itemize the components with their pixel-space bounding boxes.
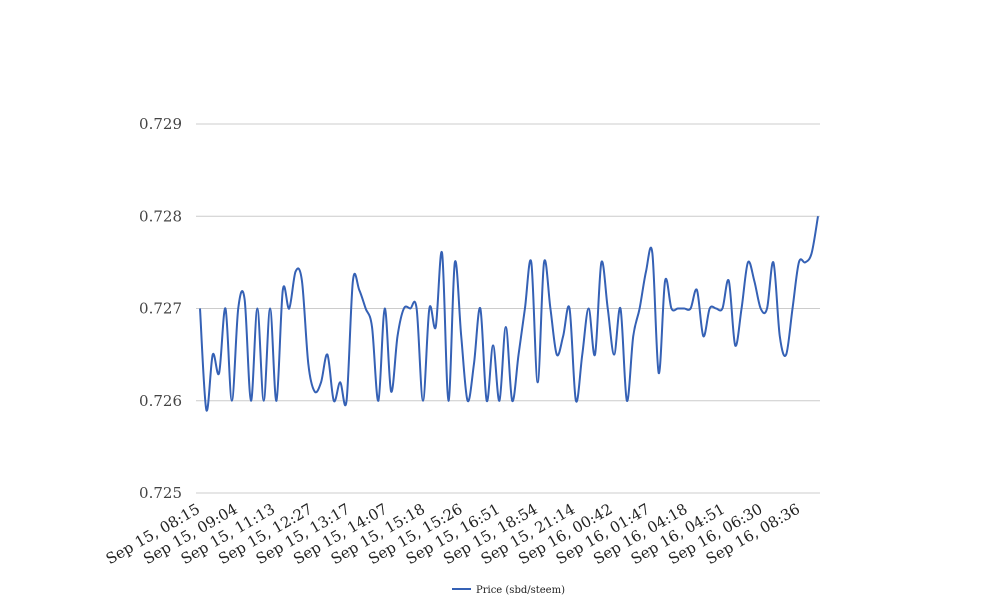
y-tick-label: 0.728	[139, 207, 182, 225]
legend: Price (sbd/steem)	[452, 585, 565, 596]
y-tick-label: 0.727	[139, 300, 182, 318]
y-tick-label: 0.726	[139, 392, 182, 410]
series-line-price	[199, 216, 819, 412]
gridlines	[196, 123, 820, 494]
series-layer	[199, 216, 819, 412]
y-tick-label: 0.725	[139, 484, 182, 502]
legend-label-price: Price (sbd/steem)	[476, 585, 565, 596]
y-axis-ticks: 0.725 0.726 0.727 0.728 0.729	[139, 115, 182, 502]
y-tick-label: 0.729	[139, 115, 182, 133]
